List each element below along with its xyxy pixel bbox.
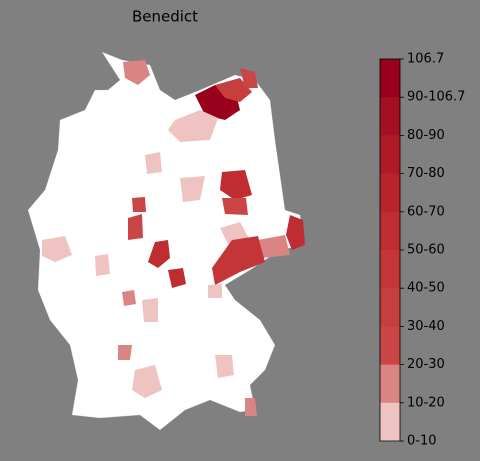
colorbar-label: 0-10 xyxy=(407,434,437,449)
colorbar-segment xyxy=(380,173,400,213)
map-title: Benedict xyxy=(132,8,198,26)
region xyxy=(132,365,162,398)
colorbar-segment xyxy=(380,326,400,366)
region xyxy=(240,68,258,88)
colorbar-label: 70-80 xyxy=(407,166,445,181)
region xyxy=(168,110,218,142)
colorbar-label: 20-30 xyxy=(407,357,445,372)
region xyxy=(145,152,162,174)
colorbar-label: 80-90 xyxy=(407,128,445,143)
region xyxy=(123,60,150,85)
region xyxy=(132,197,146,212)
colorbar-segment xyxy=(380,402,400,442)
region xyxy=(148,240,170,268)
region xyxy=(245,398,257,416)
colorbar-label: 30-40 xyxy=(407,319,445,334)
region xyxy=(212,236,265,285)
colorbar-segment xyxy=(380,59,400,98)
region xyxy=(142,298,158,322)
colorbar-label: 50-60 xyxy=(407,243,445,258)
region xyxy=(215,78,252,102)
region xyxy=(180,176,205,202)
region xyxy=(286,215,305,250)
colorbar-segment xyxy=(380,211,400,251)
region xyxy=(42,236,72,262)
region xyxy=(208,284,222,298)
region xyxy=(168,268,186,288)
region xyxy=(222,198,248,215)
colorbar-segment xyxy=(380,97,400,136)
colorbar-label: 90-106.7 xyxy=(407,90,465,105)
region xyxy=(128,214,143,240)
region xyxy=(215,355,234,378)
region xyxy=(220,170,252,200)
colorbar-label: 106.7 xyxy=(407,52,444,67)
region xyxy=(118,345,132,360)
colorbar-segment xyxy=(380,250,400,289)
colorbar-segment xyxy=(380,288,400,327)
colorbar-segment xyxy=(380,135,400,175)
region xyxy=(122,290,136,306)
colorbar-segment xyxy=(380,364,400,404)
region xyxy=(95,254,110,276)
colorbar-label: 10-20 xyxy=(407,395,445,410)
region xyxy=(258,235,290,258)
germany-map xyxy=(27,51,306,431)
colorbar: 106.7 90-106.7 80-90 70-80 60-70 50-60 40-50 30… xyxy=(379,52,465,449)
colorbar-label: 60-70 xyxy=(407,204,445,219)
colorbar-label: 40-50 xyxy=(407,281,445,296)
